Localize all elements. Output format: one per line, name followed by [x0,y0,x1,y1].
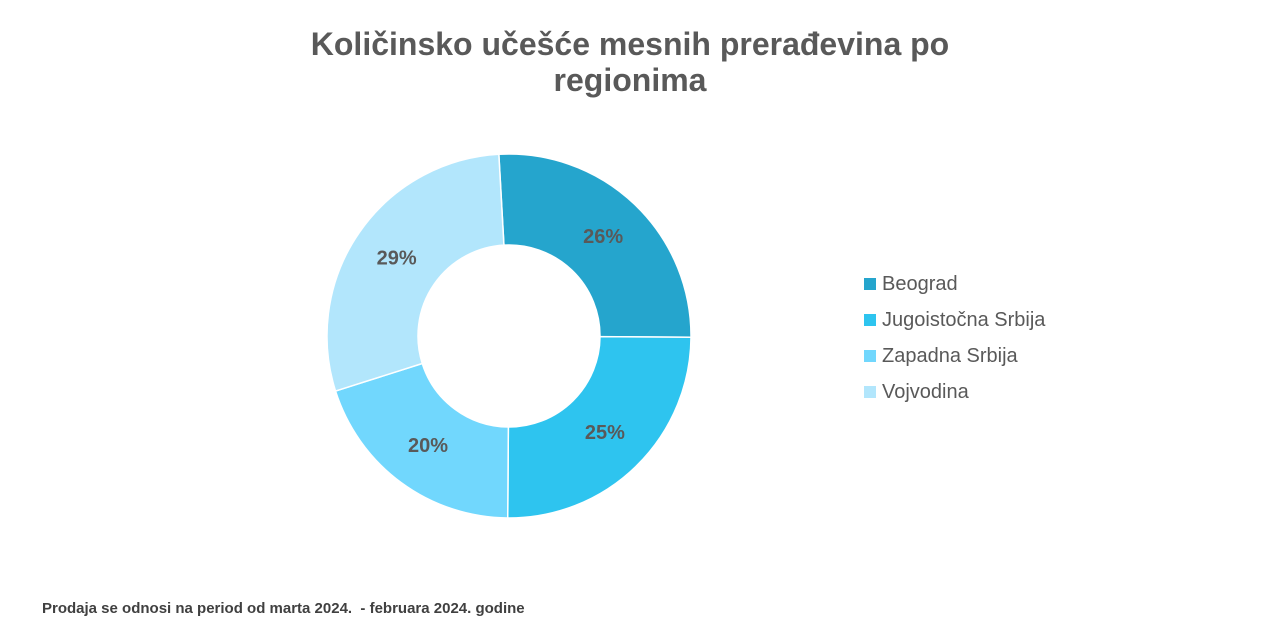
legend-item: Vojvodina [864,374,1045,410]
donut-slice-jugoisto-na-srbija [506,335,692,519]
donut-slice-beograd [498,153,692,339]
legend-swatch [864,386,876,398]
legend-swatch [864,350,876,362]
legend-swatch [864,278,876,290]
legend-swatch [864,314,876,326]
data-label: 26% [583,226,623,248]
data-label: 25% [585,422,625,444]
legend-label: Jugoistočna Srbija [882,308,1046,331]
footnote: Prodaja se odnosi na period od marta 202… [42,600,525,617]
donut-slice-zapadna-srbija [334,362,510,519]
donut-slice-vojvodina [326,153,505,392]
chart-legend: Beograd Jugoistočna Srbija Zapadna Srbija V… [864,266,1045,410]
legend-label: Vojvodina [882,380,969,403]
data-label: 29% [377,247,417,269]
chart-title: Količinsko učešće mesnih prerađevina po … [310,26,950,98]
legend-item: Zapadna Srbija [864,338,1045,374]
legend-item: Beograd [864,266,1045,302]
data-label: 20% [408,435,448,457]
legend-label: Beograd [882,272,958,295]
legend-item: Jugoistočna Srbija [864,302,1045,338]
legend-label: Zapadna Srbija [882,344,1018,367]
